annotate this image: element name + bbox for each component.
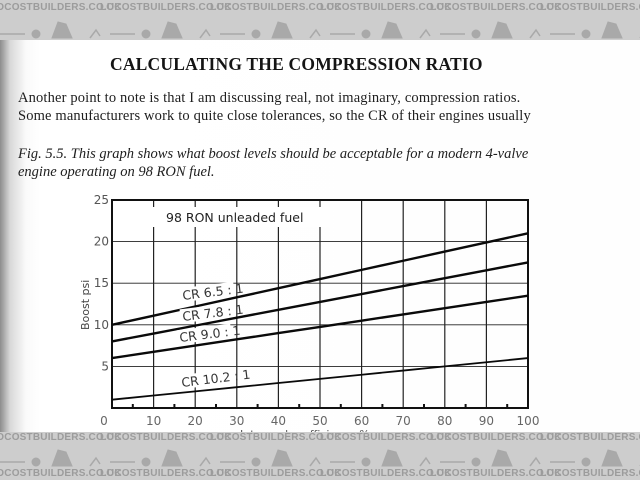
paragraph-line: Some manufacturers work to quite close t… — [18, 108, 531, 124]
x-tick-label: 50 — [312, 414, 327, 428]
watermark-text-top: LOCOSTBUILDERS.CO.UK — [320, 2, 452, 13]
x-tick-label: 10 — [146, 414, 161, 428]
paragraph-line: Another point to note is that I am discu… — [18, 90, 521, 106]
x-tick-label: 40 — [271, 414, 286, 428]
watermark-text-bottom: LOCOSTBUILDERS.CO.UK — [210, 432, 342, 443]
watermark-text-bottom: LOCOSTBUILDERS.CO.UK — [100, 432, 232, 443]
watermark-band-bottom: LOCOSTBUILDERS.CO.UK LOCOSTBUILDERS.CO.U… — [0, 432, 640, 480]
watermark-text-bottom: LOCOSTBUILDERS.CO.UK — [210, 468, 342, 479]
watermark-text-top: LOCOSTBUILDERS.CO.UK — [210, 2, 342, 13]
watermark-text-bottom: LOCOSTBUILDERS.CO.UK — [540, 432, 640, 443]
x-axis-tick-labels: 0 10 20 30 40 50 60 70 80 90 100 — [100, 414, 539, 428]
watermark-text-bottom: LOCOSTBUILDERS.CO.UK — [540, 468, 640, 479]
figure-caption-line: engine operating on 98 RON fuel. — [18, 164, 215, 180]
series-line — [111, 261, 529, 343]
watermark-text-bottom: LOCOSTBUILDERS.CO.UK — [430, 432, 562, 443]
watermark-text-bottom: LOCOSTBUILDERS.CO.UK — [100, 468, 232, 479]
plot-frame — [111, 199, 529, 409]
watermark-band-top: LOCOSTBUILDERS.CO.UK LOCOSTBUILDERS.CO.U… — [0, 0, 640, 40]
x-tick-label: 100 — [517, 414, 540, 428]
y-tick-label: 25 — [94, 193, 109, 207]
page-heading: CALCULATING THE COMPRESSION RATIO — [110, 54, 483, 74]
watermark-text-bottom: LOCOSTBUILDERS.CO.UK — [320, 468, 452, 479]
x-tick-label: 80 — [437, 414, 452, 428]
watermark-text-top: LOCOSTBUILDERS.CO.UK — [0, 2, 122, 13]
y-tick-label: 5 — [101, 359, 109, 373]
series-label: CR 6.5 : 1 — [182, 281, 245, 303]
x-tick-label: 0 — [100, 414, 108, 428]
watermark-text-bottom: LOCOSTBUILDERS.CO.UK — [0, 468, 122, 479]
x-tick-label: 90 — [479, 414, 494, 428]
y-axis-tick-labels: 5 10 15 20 25 — [94, 193, 109, 373]
car-silhouette-icon — [0, 449, 640, 467]
series-line — [111, 357, 529, 401]
x-tick-label: 30 — [229, 414, 244, 428]
y-tick-label: 15 — [94, 276, 109, 290]
x-tick-label: 20 — [188, 414, 203, 428]
series-line — [111, 294, 529, 360]
x-tick-label: 70 — [396, 414, 411, 428]
x-tick-label: 60 — [354, 414, 369, 428]
watermark-text-bottom: LOCOSTBUILDERS.CO.UK — [430, 468, 562, 479]
y-tick-label: 10 — [94, 318, 109, 332]
series-label: CR 7.8 : 1 — [182, 302, 245, 324]
y-axis-label: Boost psi — [79, 280, 92, 330]
chart-title: 98 RON unleaded fuel — [166, 210, 303, 225]
watermark-text-top: LOCOSTBUILDERS.CO.UK — [430, 2, 562, 13]
watermark-text-top: LOCOSTBUILDERS.CO.UK — [100, 2, 232, 13]
series-label: CR 9.0 : 1 — [179, 323, 242, 345]
car-silhouette-icon — [0, 21, 640, 39]
y-tick-label: 20 — [94, 235, 109, 249]
watermark-text-bottom: LOCOSTBUILDERS.CO.UK — [320, 432, 452, 443]
x-axis-minor-ticks — [131, 404, 509, 408]
watermark-text-top: LOCOSTBUILDERS.CO.UK — [540, 2, 640, 13]
figure-caption-line: Fig. 5.5. This graph shows what boost le… — [18, 146, 529, 162]
watermark-text-bottom: LOCOSTBUILDERS.CO.UK — [0, 432, 122, 443]
